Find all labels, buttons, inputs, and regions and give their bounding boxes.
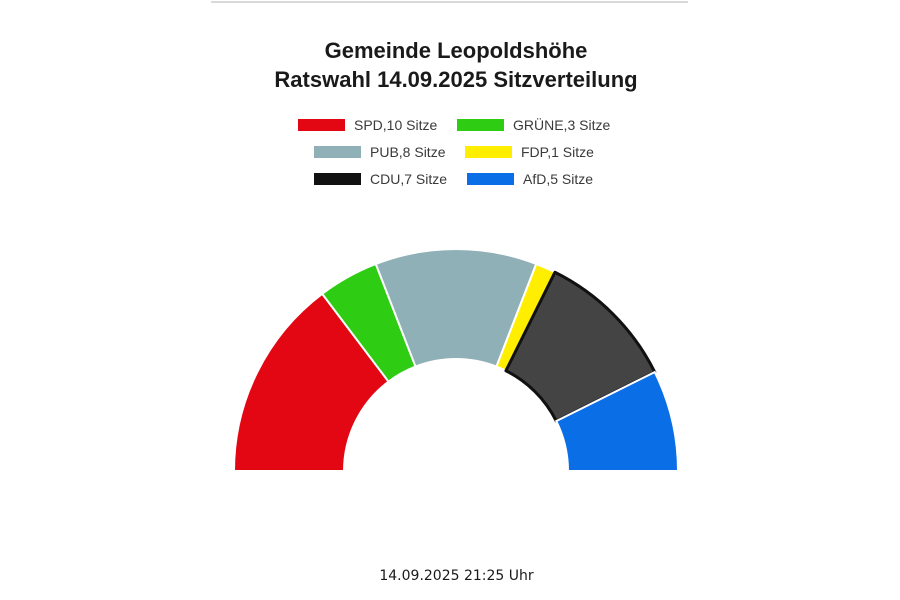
legend-label: FDP,1 Sitze xyxy=(521,144,594,160)
chart-title-line-1: Gemeinde Leopoldshöhe xyxy=(324,38,588,63)
legend-item-afd[interactable]: AfD,5 Sitze xyxy=(467,168,593,190)
chart-title: Gemeinde Leopoldshöhe Ratswahl 14.09.202… xyxy=(0,36,900,94)
chart-legend: SPD,10 Sitze GRÜNE,3 Sitze PUB,8 Sitze FDP,… xyxy=(0,114,900,194)
chart-title-line-2: Ratswahl 14.09.2025 Sitzverteilung xyxy=(274,67,638,92)
legend-item-spd[interactable]: SPD,10 Sitze xyxy=(298,114,437,136)
timestamp: 14.09.2025 21:25 Uhr xyxy=(379,568,534,584)
top-divider xyxy=(211,1,688,3)
legend-item-cdu[interactable]: CDU,7 Sitze xyxy=(314,168,447,190)
legend-label: PUB,8 Sitze xyxy=(370,144,446,160)
legend-label: GRÜNE,3 Sitze xyxy=(513,117,611,133)
legend-item-fdp[interactable]: FDP,1 Sitze xyxy=(465,141,594,163)
legend-swatch xyxy=(467,173,514,185)
legend-swatch xyxy=(465,146,512,158)
legend-swatch xyxy=(457,119,504,131)
legend-swatch xyxy=(314,146,361,158)
legend-swatch xyxy=(314,173,361,185)
legend-item-grüne[interactable]: GRÜNE,3 Sitze xyxy=(457,114,610,136)
legend-label: AfD,5 Sitze xyxy=(523,171,594,187)
seat-slice-spd[interactable] xyxy=(232,292,390,472)
legend-label: SPD,10 Sitze xyxy=(354,117,438,133)
seat-slice-afd[interactable] xyxy=(554,370,680,472)
legend-label: CDU,7 Sitze xyxy=(370,171,448,187)
legend-item-pub[interactable]: PUB,8 Sitze xyxy=(314,141,445,163)
legend-swatch xyxy=(298,119,345,131)
